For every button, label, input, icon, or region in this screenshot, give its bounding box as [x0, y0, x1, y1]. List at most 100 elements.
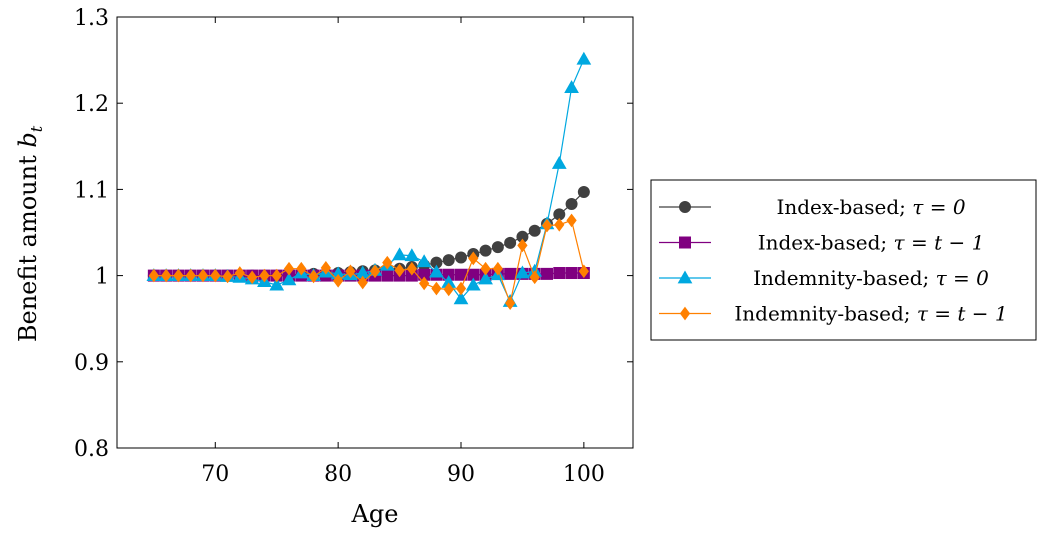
- data-point: [269, 277, 285, 291]
- plot-frame: [116, 16, 634, 449]
- legend-label: Index-based; τ = 0: [776, 195, 965, 219]
- data-point: [222, 269, 233, 284]
- data-point: [429, 264, 444, 278]
- data-point: [381, 269, 394, 282]
- legend-label: Indemnity-based; τ = 0: [753, 266, 989, 290]
- data-point: [541, 267, 553, 280]
- data-point: [551, 156, 567, 169]
- data-point: [541, 218, 553, 233]
- data-point: [465, 277, 481, 291]
- legend-box: [650, 179, 1037, 341]
- legend-swatch-marker: [679, 236, 691, 249]
- data-point: [345, 264, 356, 279]
- data-point: [565, 267, 578, 280]
- data-point: [210, 268, 221, 283]
- data-point: [453, 291, 469, 305]
- data-point: [565, 198, 578, 211]
- legend-label-text: Index-based;: [758, 231, 894, 255]
- data-point: [554, 217, 565, 232]
- data-point: [234, 266, 245, 280]
- legend-swatch-marker: [679, 306, 691, 321]
- data-point: [443, 282, 454, 297]
- data-point: [308, 269, 319, 284]
- data-point: [369, 264, 381, 279]
- data-point: [406, 261, 417, 276]
- data-point: [492, 261, 503, 276]
- data-point: [392, 247, 407, 261]
- legend-label-text: Indemnity-based;: [734, 302, 916, 326]
- x-tick-label: 90: [447, 462, 475, 487]
- legend-swatch-marker: [679, 201, 691, 213]
- x-tick-label: 80: [324, 462, 352, 487]
- legend-swatch-marker: [677, 270, 693, 284]
- data-point: [442, 254, 455, 267]
- y-axis-title-subscript: t: [27, 125, 46, 132]
- legend-label-math: τ = t − 1: [894, 231, 985, 255]
- data-point: [478, 271, 493, 285]
- y-tick-label: 1.1: [74, 178, 109, 203]
- legend-label: Indemnity-based; τ = t − 1: [734, 302, 1007, 326]
- y-tick-label: 0.8: [74, 437, 109, 462]
- data-point: [416, 254, 432, 268]
- data-point: [431, 281, 442, 296]
- data-point: [528, 224, 541, 237]
- data-point: [455, 281, 467, 296]
- legend-label-text: Index-based;: [776, 195, 912, 219]
- data-point: [504, 267, 517, 280]
- data-point: [564, 80, 579, 94]
- data-point: [320, 261, 331, 275]
- x-axis: 70 80 90 100: [201, 17, 605, 487]
- data-point: [148, 268, 159, 283]
- data-point: [576, 51, 592, 65]
- data-point: [283, 261, 295, 276]
- y-axis-title-var: b: [14, 132, 42, 147]
- y-axis-title-main: Benefit amount: [14, 148, 42, 342]
- data-point: [515, 265, 530, 279]
- data-point: [419, 276, 430, 291]
- data-point: [271, 268, 282, 283]
- data-point: [161, 268, 172, 283]
- data-point: [394, 263, 405, 278]
- data-point: [333, 273, 344, 288]
- data-point: [357, 275, 368, 290]
- data-point: [566, 213, 577, 228]
- legend-label-math: τ = 0: [936, 266, 990, 290]
- data-point: [404, 248, 420, 262]
- x-tick-label: 70: [201, 462, 229, 487]
- data-point: [578, 264, 589, 279]
- data-point: [529, 270, 540, 285]
- data-point: [259, 268, 270, 283]
- x-tick-label: 100: [563, 462, 605, 487]
- data-point: [504, 236, 517, 249]
- legend-label-math: τ = 0: [912, 195, 966, 219]
- legend-label: Index-based; τ = t − 1: [758, 231, 985, 255]
- data-point: [281, 272, 297, 286]
- data-point: [480, 261, 491, 276]
- data-point: [517, 238, 528, 253]
- data-point: [491, 241, 504, 254]
- data-point: [247, 270, 258, 285]
- y-axis: 0.8 0.9 1 1.1 1.2 1.3: [74, 6, 633, 462]
- data-point: [553, 267, 566, 280]
- y-axis-title: Benefit amount bt: [14, 125, 46, 342]
- x-axis-title: Age: [351, 500, 399, 528]
- series-diamond: [148, 213, 589, 311]
- series-layer: [146, 51, 592, 311]
- series-triangle: [146, 51, 592, 307]
- y-tick-label: 1.3: [74, 6, 109, 31]
- data-point: [296, 261, 307, 276]
- legend-label-text: Indemnity-based;: [753, 266, 935, 290]
- data-point: [197, 268, 209, 283]
- data-point: [185, 268, 196, 283]
- series-line: [153, 59, 585, 303]
- legend-label-math: τ = t − 1: [917, 302, 1008, 326]
- data-point: [455, 251, 467, 264]
- y-tick-label: 0.9: [74, 351, 109, 376]
- data-point: [577, 185, 590, 198]
- data-point: [468, 251, 479, 266]
- y-tick-label: 1.2: [74, 92, 109, 117]
- data-point: [173, 268, 184, 283]
- data-point: [505, 296, 516, 311]
